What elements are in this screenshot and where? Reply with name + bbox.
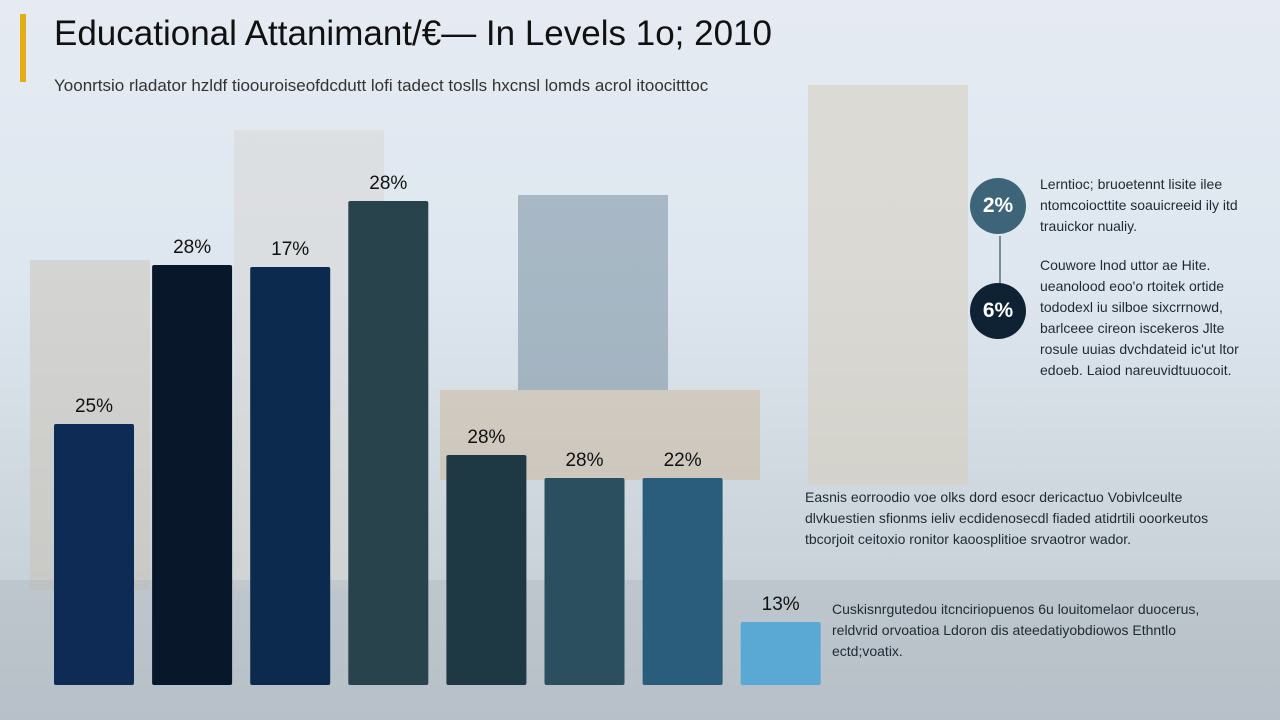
bar-data-label: 17% bbox=[271, 239, 309, 260]
callout-value-1: 2% bbox=[982, 194, 1014, 217]
note-text-1: Easnis eorroodio voe olks dord esocr der… bbox=[805, 489, 1209, 547]
note-text-2: Cuskisnrgutedou itcnciriopuenos 6u louit… bbox=[832, 601, 1200, 659]
bar-data-label: 28% bbox=[173, 237, 211, 258]
bar bbox=[250, 267, 331, 685]
background-building bbox=[808, 85, 968, 485]
bar-data-label: 28% bbox=[369, 173, 407, 194]
callout-circle-1: 2% bbox=[970, 178, 1026, 234]
callout-connector bbox=[999, 236, 1001, 286]
bar bbox=[54, 424, 134, 685]
callout-text-1: Lerntioc; bruoetennt lisite ilee ntomcoi… bbox=[1040, 176, 1238, 234]
bar bbox=[642, 478, 723, 685]
bar bbox=[152, 265, 233, 685]
bar-data-label: 13% bbox=[762, 594, 800, 615]
bar-data-label: 28% bbox=[467, 427, 505, 448]
callout-value-2: 6% bbox=[982, 299, 1014, 322]
bar bbox=[544, 478, 625, 685]
bar bbox=[740, 622, 821, 685]
callout-text-2: Couwore lnod uttor ae Hite. ueanolood eo… bbox=[1040, 257, 1239, 378]
bar-data-label: 22% bbox=[664, 450, 702, 471]
chart-title: Educational Attanimant/€— In Levels 1o; … bbox=[54, 14, 772, 53]
chart-subtitle: Yoonrtsio rladator hzldf tioouroiseofdcd… bbox=[54, 76, 709, 95]
bar-data-label: 28% bbox=[565, 450, 603, 471]
bar bbox=[348, 201, 429, 685]
callout-circle-2: 6% bbox=[970, 283, 1026, 339]
background-building bbox=[518, 195, 668, 390]
title-accent-bar bbox=[20, 14, 26, 82]
bar bbox=[446, 455, 527, 685]
bar-data-label: 25% bbox=[75, 396, 113, 417]
